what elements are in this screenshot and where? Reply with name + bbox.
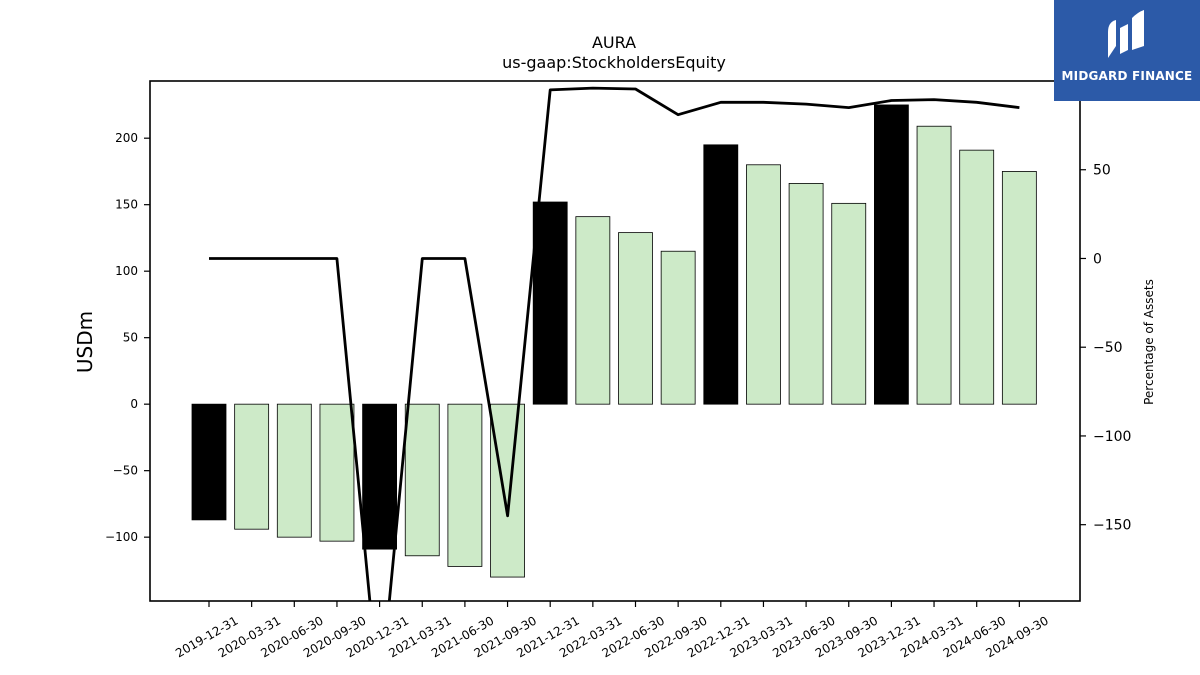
y2-axis-label: Percentage of Assets	[1142, 279, 1156, 405]
bar	[404, 403, 440, 557]
bar	[234, 403, 270, 530]
bar	[191, 403, 227, 521]
bar	[532, 201, 568, 405]
bar	[916, 125, 952, 405]
bar	[447, 403, 483, 567]
brand-logo: MIDGARD FINANCE	[1054, 0, 1200, 101]
y-tick-label: −100	[105, 530, 138, 544]
y2-tick-label: 50	[1093, 163, 1111, 179]
y-tick-label: −50	[113, 464, 138, 478]
chart-title: AURA	[592, 33, 636, 52]
logo-mark-icon	[1108, 10, 1144, 58]
y-axis-label: USDm	[73, 311, 97, 373]
y2-tick-label: −150	[1093, 518, 1131, 534]
y2-tick-label: 0	[1093, 251, 1102, 267]
brand-name: MIDGARD FINANCE	[1061, 69, 1193, 83]
chart-subtitle: us-gaap:StockholdersEquity	[502, 53, 726, 72]
bar	[319, 403, 355, 542]
y2-tick-label: −50	[1093, 340, 1123, 356]
bar	[874, 104, 909, 405]
bar	[1001, 171, 1037, 405]
plot-frame	[149, 80, 1081, 602]
bar	[788, 183, 824, 405]
bar	[362, 403, 398, 550]
bar	[746, 164, 781, 405]
bar	[575, 216, 611, 405]
y-tick-label: 150	[115, 198, 138, 212]
bar	[660, 250, 696, 405]
series-line	[209, 86, 1020, 601]
y-tick-label: 100	[115, 264, 138, 278]
bar	[490, 403, 525, 578]
bar	[703, 144, 739, 405]
y-tick-label: 0	[130, 397, 138, 411]
y2-tick-label: −100	[1093, 429, 1131, 445]
y-tick-label: 50	[123, 331, 138, 345]
bar	[276, 403, 312, 538]
bar	[959, 149, 995, 405]
bar	[618, 232, 653, 405]
bar	[831, 202, 867, 405]
y-tick-label: 200	[115, 131, 138, 145]
